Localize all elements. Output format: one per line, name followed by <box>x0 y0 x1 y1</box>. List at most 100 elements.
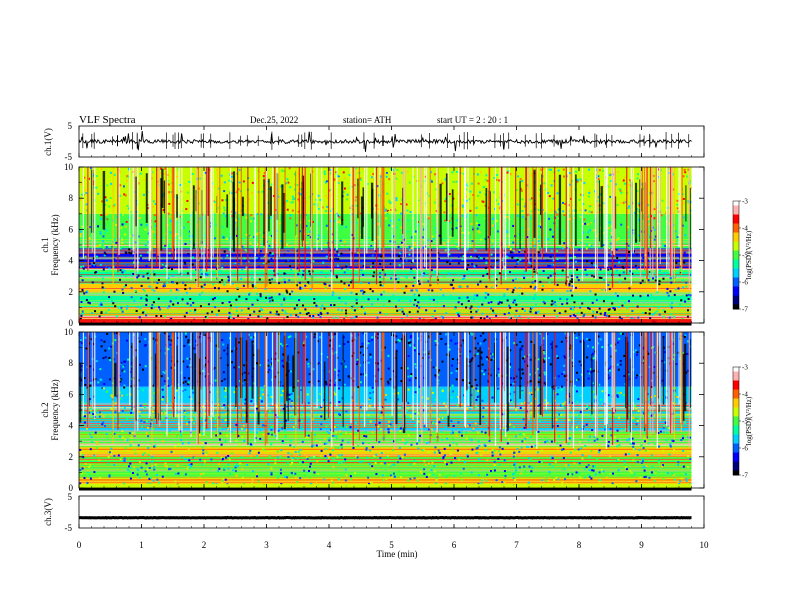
spectrogram-speckle <box>371 386 374 389</box>
spectrogram-speckle <box>213 287 216 290</box>
spectrogram-speckle <box>337 447 340 450</box>
spectrogram-speckle <box>406 230 409 233</box>
spectrogram-speckle <box>387 354 390 357</box>
spectrogram-speckle <box>567 473 570 476</box>
spectrogram-speckle <box>544 373 547 376</box>
spectrogram-speckle <box>530 265 533 268</box>
spectrogram-speckle <box>140 186 143 189</box>
spectrogram-speckle <box>656 291 659 294</box>
spectrogram-speckle <box>473 298 476 301</box>
spectrogram-speckle <box>290 370 293 373</box>
spectrogram-speckle <box>313 471 316 474</box>
spectrogram-speckle <box>91 264 94 267</box>
spectrogram-line <box>79 434 692 435</box>
spectrogram-speckle <box>287 181 290 184</box>
spectrogram-line <box>79 257 692 259</box>
spectrogram-burst <box>567 167 569 246</box>
spectrogram-speckle <box>343 425 346 428</box>
spectrogram-speckle <box>543 302 546 305</box>
spectrogram-speckle <box>153 468 156 471</box>
spectrogram-speckle <box>297 395 300 398</box>
spectrogram-speckle <box>392 334 395 337</box>
spectrogram-speckle <box>571 473 574 476</box>
spectrogram-speckle <box>145 420 148 423</box>
spectrogram-speckle <box>311 418 314 421</box>
spectrogram-burst <box>82 167 85 259</box>
spectrogram-speckle <box>438 451 441 454</box>
spectrogram-speckle <box>631 202 634 205</box>
spectrogram-speckle <box>431 289 434 292</box>
spectrogram-speckle <box>282 441 285 444</box>
spectrogram-speckle <box>435 476 438 479</box>
spectrogram-speckle <box>96 393 99 396</box>
spectrogram-speckle <box>475 222 478 225</box>
spectrogram-speckle <box>203 283 206 286</box>
colorbar-cell <box>733 291 739 294</box>
spectrogram-speckle <box>272 195 275 198</box>
spectrogram-speckle <box>325 275 328 278</box>
spectrogram-speckle <box>304 475 307 478</box>
spectrogram-speckle <box>312 260 315 263</box>
spectrogram-speckle <box>400 212 403 215</box>
spectrogram-speckle <box>630 471 633 474</box>
spectrogram-speckle <box>242 180 245 183</box>
spectrogram-speckle <box>269 281 272 284</box>
spectrogram-speckle <box>164 332 167 335</box>
spectrogram-speckle <box>590 203 593 206</box>
spectrogram-speckle <box>562 168 565 171</box>
spectrogram-speckle <box>524 401 527 404</box>
spectrogram-speckle <box>544 383 547 386</box>
spectrogram-speckle <box>564 203 567 206</box>
spectrogram-speckle <box>91 441 94 444</box>
spectrogram-speckle <box>323 478 326 481</box>
spectrogram-speckle <box>201 369 204 372</box>
spectrogram-line <box>79 443 692 445</box>
spectrogram-speckle <box>247 198 250 201</box>
spectrogram-speckle <box>433 201 436 204</box>
spectrogram-speckle <box>563 371 566 374</box>
spectrogram-line <box>79 467 692 469</box>
spectrogram-speckle <box>608 315 611 318</box>
spectrogram-speckle <box>413 276 416 279</box>
spectrogram-speckle <box>171 268 174 271</box>
spectrogram-speckle <box>165 465 168 468</box>
spectrogram-speckle <box>99 170 102 173</box>
spectrogram-speckle <box>381 474 384 477</box>
spectrogram-speckle <box>281 344 284 347</box>
spectrogram-speckle <box>83 189 86 192</box>
spectrogram-speckle <box>235 463 238 466</box>
spectrogram-speckle <box>495 284 498 287</box>
spectrogram-speckle <box>344 302 347 305</box>
spectrogram-burst <box>216 167 219 280</box>
spectrogram-speckle <box>328 436 331 439</box>
spectrogram-speckle <box>405 409 408 412</box>
spectrogram-line <box>79 425 692 427</box>
spectrogram-speckle <box>100 214 103 217</box>
spectrogram-speckle <box>345 225 348 228</box>
spectrogram-speckle <box>623 462 626 465</box>
spectrogram-speckle <box>533 268 536 271</box>
spectrogram-speckle <box>161 352 164 355</box>
spectrogram-speckle <box>682 260 685 263</box>
spectrogram-speckle <box>490 307 493 310</box>
spectrogram-speckle <box>662 426 665 429</box>
spectrogram-speckle <box>588 372 591 375</box>
spectrogram-speckle <box>249 242 252 245</box>
spectrogram-speckle <box>542 314 545 317</box>
spectrogram-speckle <box>601 434 604 437</box>
spectrogram-speckle <box>616 363 619 366</box>
spectrogram-speckle <box>664 244 667 247</box>
spectrogram-line <box>79 304 692 306</box>
spectrogram-speckle <box>556 447 559 450</box>
spectrogram-speckle <box>87 469 90 472</box>
spectrogram-speckle <box>194 308 197 311</box>
spectrogram-speckle <box>485 270 488 273</box>
spectrogram-speckle <box>392 463 395 466</box>
spectrogram-speckle <box>537 251 540 254</box>
spectrogram-dark-column <box>371 188 374 242</box>
spectrogram-line <box>79 409 692 411</box>
spectrogram-speckle <box>163 284 166 287</box>
spectrogram-speckle <box>327 464 330 467</box>
spectrogram-speckle <box>423 425 426 428</box>
spectrogram-speckle <box>349 475 352 478</box>
